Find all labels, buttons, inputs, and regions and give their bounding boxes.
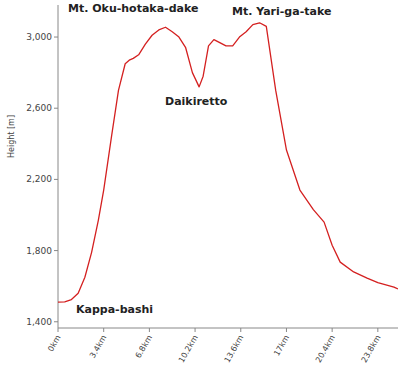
annotation: Daikiretto — [165, 95, 228, 108]
x-tick-label: 3.4km — [88, 333, 108, 359]
x-tick — [149, 328, 150, 332]
x-tick-label: 0km — [46, 333, 63, 353]
y-tick — [54, 37, 58, 38]
x-tick — [103, 328, 104, 332]
y-tick — [54, 108, 58, 109]
chart: 1,400 1,800 2,200 2,600 3,000 0km 3.4km 6.8km 10… — [0, 0, 400, 365]
x-tick — [332, 328, 333, 332]
y-tick — [54, 321, 58, 322]
x-tick — [240, 328, 241, 332]
x-tick-label: 6.8km — [134, 333, 154, 359]
y-tick-label: 2,600 — [26, 103, 52, 113]
y-tick-label: 2,200 — [26, 174, 52, 184]
y-tick-label: 3,000 — [26, 32, 52, 42]
x-tick — [286, 328, 287, 332]
x-tick — [58, 328, 59, 332]
annotation: Mt. Oku-hotaka-dake — [68, 2, 198, 15]
x-tick-label: 17km — [272, 333, 291, 357]
x-tick — [195, 328, 196, 332]
y-tick-label: 1,400 — [26, 317, 52, 327]
annotation: Kappa-bashi — [76, 303, 153, 316]
y-tick — [54, 250, 58, 251]
annotation: Mt. Yari-ga-take — [232, 5, 331, 18]
y-tick — [54, 179, 58, 180]
y-tick-label: 1,800 — [26, 246, 52, 256]
y-axis-label: Height [m] — [7, 115, 16, 158]
y-axis — [58, 5, 59, 328]
x-tick-label: 23.8km — [360, 333, 383, 364]
x-tick-label: 20.4km — [314, 333, 337, 364]
x-tick-label: 13.6km — [223, 333, 246, 364]
elevation-line — [58, 23, 398, 302]
plot-area — [58, 23, 398, 302]
x-tick — [377, 328, 378, 332]
x-tick-label: 10.2km — [177, 333, 200, 364]
x-axis — [58, 328, 398, 329]
